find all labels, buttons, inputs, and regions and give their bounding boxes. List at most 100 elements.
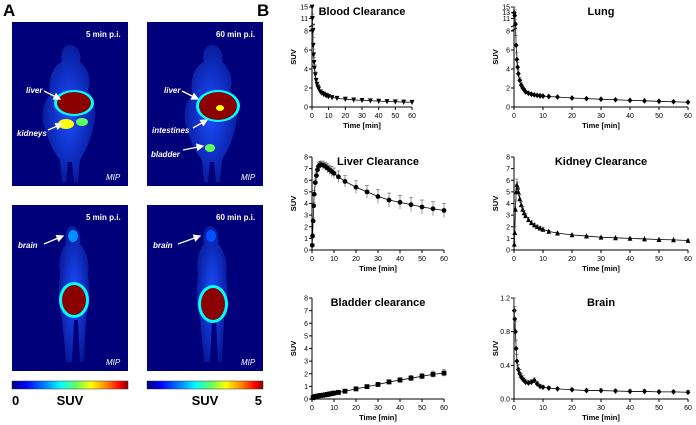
pet-image-60min-body: 60 min p.i. liver intestines bladder MIP [147, 22, 263, 186]
x-tick-label: 0 [512, 113, 516, 120]
data-point [540, 384, 546, 391]
data-point [334, 95, 340, 102]
x-axis-label: Time [min] [359, 413, 397, 422]
data-point [419, 204, 425, 210]
data-point [313, 78, 319, 84]
data-point [310, 233, 315, 239]
x-tick-label: 10 [330, 256, 338, 263]
annotation-arrow [192, 119, 209, 129]
x-tick-label: 40 [626, 256, 634, 263]
data-point [537, 383, 543, 390]
annotation-label: liver [164, 86, 181, 95]
data-point [392, 99, 398, 105]
y-tick-label: 8 [506, 29, 510, 36]
x-axis-label: Time [min] [582, 121, 620, 130]
x-tick-label: 50 [655, 256, 663, 263]
y-tick-label: 6 [304, 321, 308, 328]
data-point [353, 184, 359, 190]
data-point [311, 59, 317, 66]
data-point [514, 358, 520, 365]
x-axis-label: Time [min] [343, 121, 381, 130]
y-tick-label: 5 [304, 189, 308, 196]
data-point [309, 242, 315, 248]
y-axis-label: SUV [491, 49, 500, 64]
data-point [517, 195, 523, 202]
x-tick-label: 0 [512, 256, 516, 263]
x-tick-label: 10 [539, 113, 547, 120]
data-point [569, 95, 575, 101]
x-tick-label: 60 [408, 113, 416, 120]
data-point [613, 388, 618, 394]
data-point [419, 373, 425, 379]
chart-title: Liver Clearance [337, 156, 419, 168]
y-tick-label: 7 [304, 166, 308, 173]
data-point [598, 387, 604, 394]
data-point [671, 98, 676, 105]
data-point [512, 12, 518, 19]
data-point [627, 97, 633, 104]
y-tick-label: 0 [506, 248, 510, 255]
data-point [408, 375, 414, 381]
annotation-arrow [43, 234, 65, 245]
data-point [310, 16, 315, 22]
chart-kidney-clearance: Kidney Clearance 0 1 2 3 4 5 6 7 8 0 10 20 30 40 50 60 Ti… [491, 155, 692, 274]
data-point [518, 201, 524, 208]
data-point [312, 65, 317, 71]
y-tick-label: 2 [506, 86, 510, 93]
mip-label: MIP [241, 173, 256, 182]
data-point [569, 231, 575, 238]
data-point [613, 96, 618, 103]
data-point [685, 389, 691, 396]
y-tick-label: 1 [506, 236, 510, 243]
y-tick-label: 0 [304, 105, 308, 112]
data-point [401, 99, 407, 105]
y-tick-label: 0.0 [500, 397, 510, 404]
y-tick-label: 6 [304, 48, 308, 55]
chart-brain: Brain 0.0 0.4 0.8 1.2 0 10 20 30 40 50 60 Time [min]… [491, 296, 692, 423]
chart-title: Blood Clearance [319, 6, 406, 18]
brain-spot [68, 230, 78, 242]
y-tick-label: 3 [304, 359, 308, 366]
y-tick-label: 13 [502, 10, 510, 17]
series-line [513, 310, 689, 393]
chart-title: Kidney Clearance [555, 156, 647, 168]
y-tick-label: 0.8 [500, 329, 510, 336]
data-point [529, 219, 534, 226]
y-tick-label: 8 [506, 155, 510, 162]
y-tick-label: 4 [506, 201, 510, 208]
data-point [336, 390, 341, 395]
annotation-arrow [182, 143, 205, 152]
data-point [430, 206, 436, 212]
x-tick-label: 50 [418, 256, 426, 263]
annotation-arrow [177, 234, 202, 245]
series-line [513, 12, 689, 103]
intestine-spot [216, 105, 224, 111]
panel-label-a: A [3, 1, 15, 20]
data-point [515, 188, 521, 195]
chart-title: Bladder clearance [331, 297, 426, 309]
data-point [546, 228, 552, 234]
data-point [642, 97, 647, 104]
pet-image-5min-body: 5 min p.i. liver kidneys MIP [12, 22, 128, 186]
data-point [310, 28, 316, 34]
pet-image-60min-brain: 60 min p.i. brain MIP [147, 205, 263, 371]
data-point [342, 179, 348, 184]
data-point [331, 390, 337, 396]
data-point [531, 377, 537, 384]
y-tick-label: 6 [304, 178, 308, 185]
data-point [515, 64, 521, 70]
mip-label: MIP [106, 358, 121, 367]
y-tick-label: 4 [304, 67, 308, 74]
data-point [342, 388, 348, 394]
data-point [511, 241, 517, 247]
x-tick-label: 60 [684, 405, 692, 412]
data-point [311, 52, 317, 58]
y-tick-label: 0.4 [500, 363, 510, 370]
data-point [512, 316, 518, 322]
y-tick-label: 2 [506, 224, 510, 231]
data-point [513, 42, 519, 49]
data-point [534, 92, 540, 99]
